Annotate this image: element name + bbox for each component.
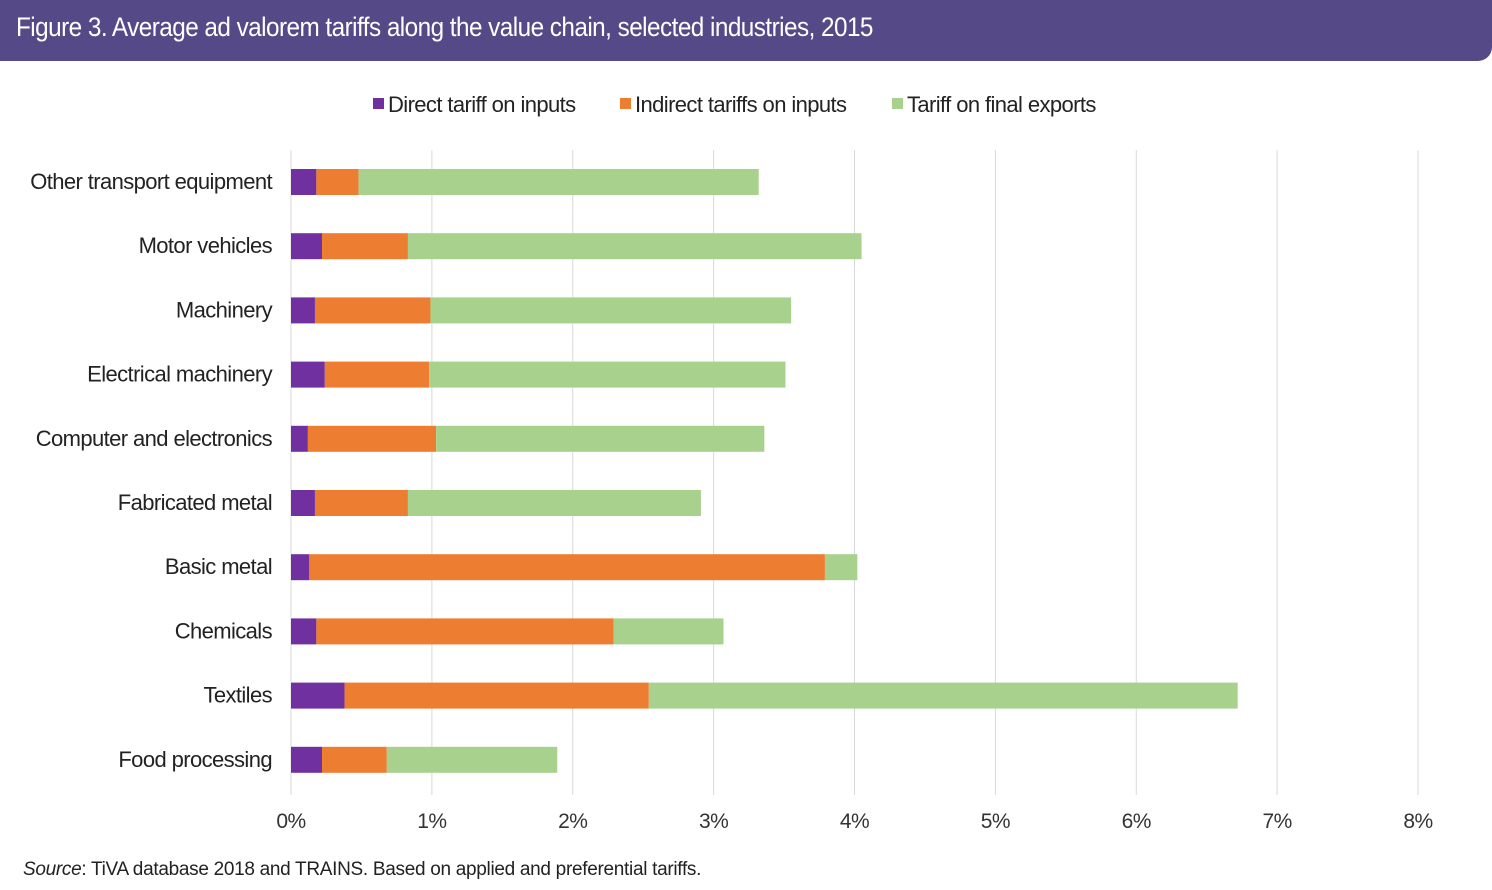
bar-segment xyxy=(291,618,317,645)
figure-title: Figure 3. Average ad valorem tariffs alo… xyxy=(16,12,873,42)
source-text: : TiVA database 2018 and TRAINS. Based o… xyxy=(81,859,702,880)
bar-segment xyxy=(321,233,408,260)
category-label: Machinery xyxy=(176,297,273,322)
bar-segment xyxy=(648,682,1238,709)
bar-segment xyxy=(314,490,408,516)
category-labels: Other transport equipment Motor vehicles M… xyxy=(30,169,273,772)
bar-segment xyxy=(436,425,765,452)
bar-segment xyxy=(407,490,701,516)
x-tick-label: 1% xyxy=(417,810,446,833)
category-label: Other transport equipment xyxy=(30,169,272,194)
category-label: Chemicals xyxy=(175,618,273,643)
legend-label: Indirect tariffs on inputs xyxy=(635,92,847,117)
bar-segment xyxy=(307,425,437,452)
category-label: Motor vehicles xyxy=(139,233,273,258)
x-tick-label: 3% xyxy=(699,810,728,833)
bar-segment xyxy=(291,361,325,388)
bar-segment xyxy=(386,746,558,773)
source-note: Source: TiVA database 2018 and TRAINS. B… xyxy=(23,859,701,881)
bar-segment xyxy=(309,554,825,581)
bar-segment xyxy=(321,746,387,773)
bar-segment xyxy=(316,169,359,195)
bar-segment xyxy=(291,682,345,709)
bar-segment xyxy=(613,618,724,645)
bar-segment xyxy=(324,361,430,388)
x-tick-label: 4% xyxy=(840,810,869,833)
category-label: Food processing xyxy=(118,747,272,772)
category-label: Basic metal xyxy=(165,554,272,579)
x-tick-label: 5% xyxy=(981,810,1010,833)
title-bar: Figure 3. Average ad valorem tariffs alo… xyxy=(0,0,1492,61)
bar-segment xyxy=(291,425,308,452)
category-label: Electrical machinery xyxy=(87,362,272,387)
bar-segment xyxy=(430,297,792,324)
bar-segment xyxy=(291,746,322,773)
x-tick-labels: 0% 1% 2% 3% 4% 5% 6% 7% 8% xyxy=(276,810,1433,833)
x-tick-label: 7% xyxy=(1262,810,1291,833)
category-label: Fabricated metal xyxy=(118,490,272,515)
bar-segment xyxy=(291,169,317,195)
legend-label: Tariff on final exports xyxy=(907,92,1096,117)
bar-segment xyxy=(291,490,315,516)
bar-segment xyxy=(344,682,649,709)
bar-segment xyxy=(291,297,315,324)
bar-segment xyxy=(429,361,786,388)
bars xyxy=(291,169,1238,773)
stacked-bar-chart: Other transport equipment Motor vehicles M… xyxy=(30,92,1433,833)
legend-label: Direct tariff on inputs xyxy=(388,92,576,117)
bar-segment xyxy=(316,618,614,645)
category-label: Textiles xyxy=(203,683,272,708)
x-tick-label: 0% xyxy=(276,810,305,833)
legend-swatch xyxy=(892,98,903,109)
bar-segment xyxy=(407,233,862,260)
x-tick-label: 6% xyxy=(1122,810,1151,833)
source-label: Source xyxy=(23,859,82,880)
bar-segment xyxy=(358,169,759,195)
legend: Direct tariff on inputs Indirect tariffs … xyxy=(373,92,1097,117)
bar-segment xyxy=(314,297,431,324)
category-label: Computer and electronics xyxy=(36,426,273,451)
legend-swatch xyxy=(373,98,384,109)
x-tick-label: 2% xyxy=(558,810,587,833)
legend-swatch xyxy=(620,98,631,109)
bar-segment xyxy=(824,554,858,581)
bar-segment xyxy=(291,554,310,581)
bar-segment xyxy=(291,233,322,260)
x-tick-label: 8% xyxy=(1403,810,1432,833)
